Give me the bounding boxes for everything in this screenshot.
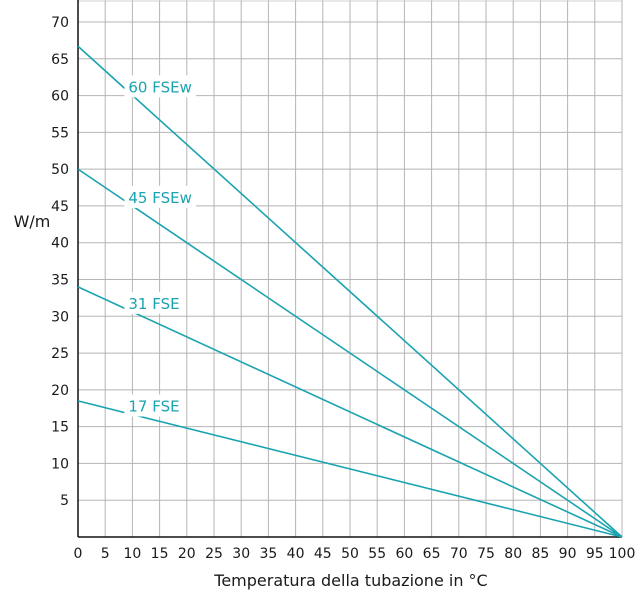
y-tick-label: 40 bbox=[51, 236, 69, 252]
y-tick-label: 35 bbox=[51, 273, 69, 289]
y-tick-label: 70 bbox=[51, 15, 69, 31]
x-tick-label: 5 bbox=[101, 546, 110, 562]
y-tick-label: 50 bbox=[51, 162, 69, 178]
y-tick-label: 55 bbox=[51, 125, 69, 141]
x-tick-label: 70 bbox=[450, 546, 468, 562]
x-tick-label: 50 bbox=[341, 546, 359, 562]
y-tick-label: 45 bbox=[51, 199, 69, 215]
x-tick-label: 80 bbox=[504, 546, 522, 562]
x-tick-label: 55 bbox=[368, 546, 386, 562]
series-line bbox=[77, 168, 623, 538]
series-label: 17 FSE bbox=[128, 398, 179, 416]
x-tick-label: 60 bbox=[395, 546, 413, 562]
y-tick-label: 5 bbox=[60, 493, 69, 509]
y-tick-label: 15 bbox=[51, 420, 69, 436]
y-tick-label: 60 bbox=[51, 89, 69, 105]
y-tick-label: 30 bbox=[51, 309, 69, 325]
axes bbox=[77, 0, 622, 538]
series-label: 45 FSEw bbox=[128, 189, 192, 207]
series-line bbox=[77, 286, 623, 538]
x-tick-label: 95 bbox=[586, 546, 604, 562]
series-lines bbox=[77, 45, 623, 538]
series-label-bg bbox=[124, 394, 184, 417]
x-tick-label: 45 bbox=[314, 546, 332, 562]
x-tick-label: 35 bbox=[259, 546, 277, 562]
series-label: 31 FSE bbox=[128, 295, 179, 313]
y-axis-title: W/m bbox=[14, 212, 51, 231]
x-tick-label: 25 bbox=[205, 546, 223, 562]
y-tick-label: 65 bbox=[51, 52, 69, 68]
x-tick-label: 100 bbox=[609, 546, 636, 562]
series-label-bg bbox=[124, 75, 196, 98]
series-label-bg bbox=[124, 185, 196, 208]
series-labels: 60 FSEw 45 FSEw 31 FSE 17 FSE bbox=[124, 75, 196, 417]
series-label-bg bbox=[124, 291, 184, 314]
x-tick-label: 30 bbox=[232, 546, 250, 562]
series-line bbox=[77, 400, 623, 538]
y-tick-label: 10 bbox=[51, 456, 69, 472]
x-axis-title: Temperatura della tubazione in °C bbox=[213, 571, 487, 590]
y-tick-label: 20 bbox=[51, 383, 69, 399]
series-line bbox=[77, 45, 623, 538]
x-tick-label: 40 bbox=[287, 546, 305, 562]
y-tick-labels: 5 10 15 20 25 30 35 40 45 50 55 60 65 70 bbox=[51, 15, 69, 509]
x-tick-label: 0 bbox=[74, 546, 83, 562]
x-tick-label: 15 bbox=[151, 546, 169, 562]
series-label: 60 FSEw bbox=[128, 78, 192, 96]
x-tick-label: 65 bbox=[423, 546, 441, 562]
x-tick-label: 10 bbox=[123, 546, 141, 562]
x-tick-label: 75 bbox=[477, 546, 495, 562]
x-tick-label: 20 bbox=[178, 546, 196, 562]
x-tick-labels: 0 5 10 15 20 25 30 35 40 45 50 55 60 65 70 75 80 85 90 95 10… bbox=[74, 546, 636, 562]
x-tick-label: 85 bbox=[531, 546, 549, 562]
x-tick-label: 90 bbox=[559, 546, 577, 562]
y-tick-label: 25 bbox=[51, 346, 69, 362]
